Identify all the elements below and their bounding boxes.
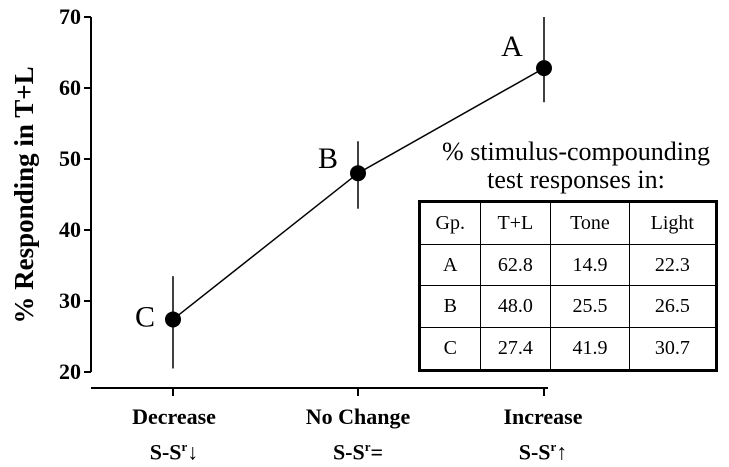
category-line2: S-Sr= <box>332 439 384 465</box>
point-label: A <box>501 30 523 63</box>
table-cell: C <box>419 327 481 371</box>
y-tick-label: 40 <box>59 217 81 242</box>
table-row: B 48.0 25.5 26.5 <box>419 285 717 329</box>
y-tick-label: 30 <box>59 288 81 313</box>
inset-title: % stimulus-compounding test responses in… <box>418 138 729 194</box>
y-axis-title: % Responding in T+L <box>9 66 39 323</box>
table-cell: 62.8 <box>479 243 552 287</box>
table-cell: 14.9 <box>550 243 630 287</box>
table-row: A 62.8 14.9 22.3 <box>419 243 717 287</box>
inset-title-line2: test responses in: <box>487 165 665 194</box>
y-tick-label: 70 <box>59 4 81 29</box>
inset-title-line1: % stimulus-compounding <box>442 137 710 166</box>
results-table: Gp. T+L Tone Light A 62.8 14.9 22.3 B 48… <box>418 200 718 372</box>
table-cell: B <box>419 285 481 329</box>
table-cell: 26.5 <box>628 285 717 329</box>
table-cell: 41.9 <box>550 327 630 371</box>
table-header-cell: Gp. <box>419 201 481 245</box>
table-cell: A <box>419 243 481 287</box>
category-line2: S-Sr↓ <box>149 439 199 465</box>
point-label: C <box>135 300 155 333</box>
y-tick-label: 50 <box>59 146 81 171</box>
table-header-row: Gp. T+L Tone Light <box>419 201 717 245</box>
category-line1: Decrease <box>132 404 216 429</box>
data-point <box>536 60 552 77</box>
y-tick-label: 20 <box>59 359 81 384</box>
table-row: C 27.4 41.9 30.7 <box>419 327 717 371</box>
table-header-cell: Light <box>628 201 717 245</box>
table-cell: 22.3 <box>628 243 717 287</box>
table-header-cell: T+L <box>479 201 552 245</box>
data-point <box>350 165 366 182</box>
category-label-no-change: No Change S-Sr= <box>258 402 458 467</box>
table-cell: 25.5 <box>550 285 630 329</box>
y-tick-label: 60 <box>59 75 81 100</box>
point-label: B <box>318 142 338 175</box>
table-header-cell: Tone <box>550 201 630 245</box>
table-cell: 48.0 <box>479 285 552 329</box>
category-line1: Increase <box>503 404 583 429</box>
category-label-increase: Increase S-Sr↑ <box>443 402 643 467</box>
table-cell: 30.7 <box>628 327 717 371</box>
category-label-decrease: Decrease S-Sr↓ <box>74 402 274 467</box>
data-point <box>165 311 181 328</box>
category-line1: No Change <box>305 404 411 429</box>
category-line2: S-Sr↑ <box>518 439 568 465</box>
table-cell: 27.4 <box>479 327 552 371</box>
